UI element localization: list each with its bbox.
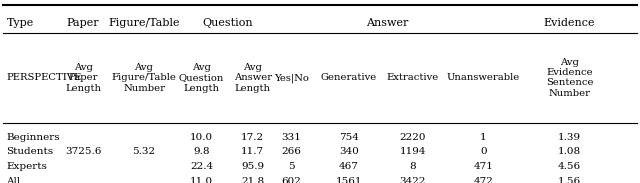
Text: All: All	[6, 177, 20, 183]
Text: Students: Students	[6, 147, 54, 156]
Text: 95.9: 95.9	[241, 162, 264, 171]
Text: 471: 471	[473, 162, 493, 171]
Text: 2220: 2220	[399, 133, 426, 142]
Text: Avg
Answer
Length: Avg Answer Length	[234, 63, 272, 93]
Text: Type: Type	[6, 18, 34, 28]
Text: 0: 0	[480, 147, 486, 156]
Text: Avg
Figure/Table
Number: Avg Figure/Table Number	[111, 63, 177, 93]
Text: Extractive: Extractive	[387, 73, 439, 82]
Text: 340: 340	[339, 147, 359, 156]
Text: 5: 5	[288, 162, 294, 171]
Text: Figure/Table: Figure/Table	[108, 18, 180, 28]
Text: Yes|No: Yes|No	[274, 73, 308, 83]
Text: 4.56: 4.56	[558, 162, 581, 171]
Text: Generative: Generative	[321, 73, 377, 82]
Text: 1.39: 1.39	[558, 133, 581, 142]
Text: 467: 467	[339, 162, 359, 171]
Text: 1.56: 1.56	[558, 177, 581, 183]
Text: 3725.6: 3725.6	[65, 147, 101, 156]
Text: 11.0: 11.0	[190, 177, 213, 183]
Text: Avg
Question
Length: Avg Question Length	[179, 63, 224, 93]
Text: 266: 266	[281, 147, 301, 156]
Text: 602: 602	[281, 177, 301, 183]
Text: 1194: 1194	[399, 147, 426, 156]
Text: 3422: 3422	[399, 177, 426, 183]
Text: 17.2: 17.2	[241, 133, 264, 142]
Text: 22.4: 22.4	[190, 162, 213, 171]
Text: Unanswerable: Unanswerable	[447, 73, 520, 82]
Text: 331: 331	[281, 133, 301, 142]
Text: 21.8: 21.8	[241, 177, 264, 183]
Text: 8: 8	[410, 162, 416, 171]
Text: 5.32: 5.32	[132, 147, 156, 156]
Text: Paper: Paper	[67, 18, 99, 28]
Text: 472: 472	[473, 177, 493, 183]
Text: 1561: 1561	[335, 177, 362, 183]
Text: 1.08: 1.08	[558, 147, 581, 156]
Text: 11.7: 11.7	[241, 147, 264, 156]
Text: Avg
Evidence
Sentence
Number: Avg Evidence Sentence Number	[546, 58, 593, 98]
Text: Beginners: Beginners	[6, 133, 60, 142]
Text: Evidence: Evidence	[544, 18, 595, 28]
Text: Question: Question	[202, 18, 253, 28]
Text: Experts: Experts	[6, 162, 47, 171]
Text: PERSPECTIVE: PERSPECTIVE	[6, 73, 82, 82]
Text: Avg
Paper
Length: Avg Paper Length	[65, 63, 101, 93]
Text: 9.8: 9.8	[193, 147, 210, 156]
Text: 1: 1	[480, 133, 486, 142]
Text: 10.0: 10.0	[190, 133, 213, 142]
Text: Answer: Answer	[366, 18, 408, 28]
Text: 754: 754	[339, 133, 359, 142]
